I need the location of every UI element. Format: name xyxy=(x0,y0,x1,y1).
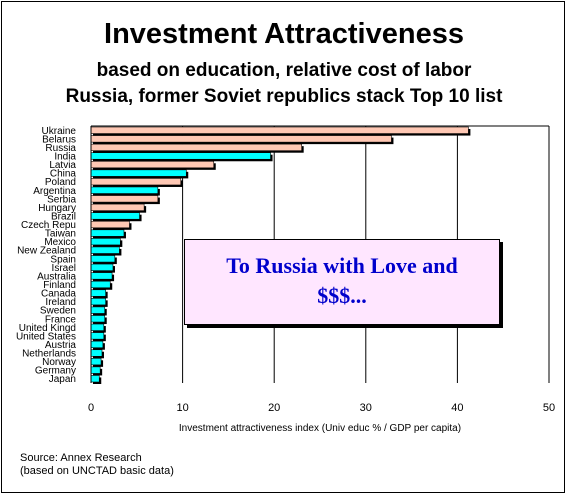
category-label-27: Norway xyxy=(42,357,76,368)
category-label-15: Spain xyxy=(50,254,76,265)
category-label-1: Belarus xyxy=(42,134,76,145)
category-label-16: Israel xyxy=(52,263,76,274)
category-label-21: Sweden xyxy=(40,306,76,317)
x-tick-label-4: 40 xyxy=(451,402,463,414)
x-tick-label-5: 50 xyxy=(543,402,555,414)
bar-21 xyxy=(90,306,106,314)
bar-6 xyxy=(90,178,182,186)
category-label-0: Ukraine xyxy=(42,126,77,137)
bar-23 xyxy=(90,323,105,331)
bar-18 xyxy=(90,280,111,289)
bar-8 xyxy=(90,195,159,203)
x-axis-label: Investment attractiveness index (Univ ed… xyxy=(179,423,461,434)
bar-27 xyxy=(90,357,102,366)
source-line-1: Source: Annex Research xyxy=(20,452,142,464)
category-label-9: Hungary xyxy=(38,203,76,214)
bar-15 xyxy=(90,255,116,263)
x-tick-label-2: 20 xyxy=(268,402,280,414)
category-label-23: United Kingd xyxy=(19,323,76,334)
bar-14 xyxy=(90,246,120,254)
bar-22 xyxy=(90,315,106,323)
x-tick-label-1: 10 xyxy=(176,402,188,414)
category-label-24: United States xyxy=(16,331,76,342)
category-label-13: Mexico xyxy=(44,237,76,248)
x-tick-label-0: 0 xyxy=(88,402,94,414)
bar-25 xyxy=(90,340,104,349)
bar-4 xyxy=(90,160,215,169)
bar-29 xyxy=(90,375,100,383)
bar-2 xyxy=(90,143,302,151)
category-label-26: Netherlands xyxy=(22,349,76,360)
x-tick-label-3: 30 xyxy=(360,402,372,414)
chart-subtitle-2: Russia, former Soviet republics stack To… xyxy=(65,86,503,107)
category-label-17: Australia xyxy=(37,271,76,282)
category-label-19: Canada xyxy=(41,289,76,300)
bar-28 xyxy=(90,366,101,374)
chart-title: Investment Attractiveness xyxy=(104,18,464,50)
bar-1 xyxy=(90,135,392,143)
category-label-28: Germany xyxy=(35,366,76,377)
bar-9 xyxy=(90,203,145,211)
category-label-25: Austria xyxy=(45,340,77,351)
category-label-18: Finland xyxy=(43,280,76,291)
category-label-20: Ireland xyxy=(45,297,76,308)
bar-16 xyxy=(90,263,114,271)
bar-5 xyxy=(90,169,187,177)
category-label-29: Japan xyxy=(49,374,76,385)
category-label-4: Latvia xyxy=(49,160,76,171)
bar-19 xyxy=(90,289,106,297)
bar-17 xyxy=(90,272,113,280)
category-label-14: New Zealand xyxy=(17,246,76,257)
bar-10 xyxy=(90,212,140,220)
bar-26 xyxy=(90,349,103,357)
callout-box: To Russia with Love and $$$... xyxy=(184,239,500,325)
callout-line-1: To Russia with Love and xyxy=(226,253,458,278)
category-label-3: India xyxy=(54,151,76,162)
source-line-2: (based on UNCTAD basic data) xyxy=(20,465,174,477)
bar-20 xyxy=(90,298,106,306)
bar-24 xyxy=(90,332,105,340)
bar-12 xyxy=(90,229,125,237)
category-label-22: France xyxy=(45,314,77,325)
chart-subtitle-1: based on education, relative cost of lab… xyxy=(96,60,472,81)
category-label-12: Taiwan xyxy=(45,229,76,240)
bar-13 xyxy=(90,238,121,246)
category-label-8: Serbia xyxy=(47,194,76,205)
bar-7 xyxy=(90,186,159,194)
bar-0 xyxy=(90,126,469,134)
bar-3 xyxy=(90,152,271,160)
category-label-2: Russia xyxy=(45,143,76,154)
category-label-11: Czech Repu xyxy=(21,220,76,231)
category-label-7: Argentina xyxy=(33,186,76,197)
category-label-10: Brazil xyxy=(51,211,76,222)
category-label-5: China xyxy=(50,169,77,180)
callout-line-2: $$$... xyxy=(317,283,367,308)
bar-11 xyxy=(90,220,130,229)
category-label-6: Poland xyxy=(45,177,76,188)
